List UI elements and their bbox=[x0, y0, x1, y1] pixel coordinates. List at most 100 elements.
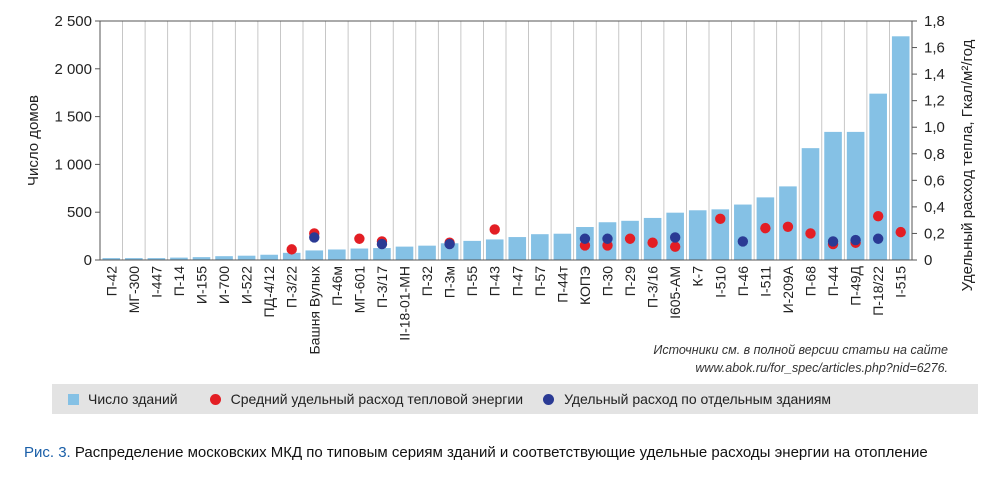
bar bbox=[711, 209, 730, 260]
x-tick-label: П-44т bbox=[554, 265, 570, 302]
figure-number: Рис. 3. bbox=[24, 444, 71, 461]
x-tick-label: П-55 bbox=[464, 266, 480, 297]
bar bbox=[485, 239, 504, 260]
x-tick-label: П-32 bbox=[419, 266, 435, 297]
individual-dot bbox=[309, 232, 320, 243]
individual-dot bbox=[579, 233, 591, 244]
x-tick-label: И-155 bbox=[194, 266, 210, 304]
bar bbox=[282, 252, 301, 260]
legend-item-avg: Средний удельный расход тепловой энергии bbox=[209, 391, 524, 407]
bar bbox=[215, 256, 233, 260]
bar bbox=[891, 36, 910, 260]
y2-tick-label: 1,8 bbox=[924, 13, 945, 30]
bar bbox=[846, 131, 865, 260]
individual-dot bbox=[669, 232, 681, 243]
x-tick-label: П-18/22 bbox=[870, 266, 886, 316]
bar bbox=[395, 246, 414, 260]
chart-legend: Число зданий Средний удельный расход теп… bbox=[52, 384, 978, 414]
individual-dot bbox=[444, 238, 455, 250]
y2-tick-label: 0,8 bbox=[924, 146, 945, 163]
x-tick-label: П-49Д bbox=[848, 265, 864, 305]
bar bbox=[440, 243, 459, 260]
x-tick-label: ПД-4/12 bbox=[261, 266, 277, 318]
legend-bars-label: Число зданий bbox=[88, 391, 178, 407]
bar bbox=[801, 148, 820, 260]
source-note: Источники см. в полной версии статьи на … bbox=[653, 341, 948, 377]
bar bbox=[373, 248, 391, 260]
bar bbox=[418, 245, 436, 260]
x-tick-label: П-3/17 bbox=[374, 266, 390, 308]
x-tick-label: П-30 bbox=[600, 266, 616, 297]
avg-dot bbox=[872, 210, 884, 222]
x-tick-label: I-511 bbox=[757, 266, 773, 297]
x-tick-label: КОПЭ bbox=[577, 266, 593, 305]
legend-avg-dot bbox=[209, 393, 221, 405]
avg-dot bbox=[782, 221, 794, 233]
individual-dot bbox=[737, 236, 749, 247]
x-tick-label: I-447 bbox=[148, 266, 164, 298]
x-tick-label: П-46 bbox=[735, 266, 751, 297]
y2-tick-label: 1,6 bbox=[924, 40, 945, 57]
legend-avg-label: Средний удельный расход тепловой энергии bbox=[230, 391, 524, 407]
x-tick-label: II-18-01-МН bbox=[397, 266, 413, 341]
figure-caption: Рис. 3. Распределение московских МКД по … bbox=[24, 443, 984, 463]
y2-tick-label: 1,2 bbox=[924, 93, 945, 110]
x-tick-label: I-515 bbox=[893, 266, 909, 298]
legend-individual-label: Удельный расход по отдельным зданиям bbox=[564, 391, 832, 407]
avg-dot bbox=[715, 213, 726, 225]
x-tick-label: П-57 bbox=[532, 266, 548, 297]
x-tick-label: И-522 bbox=[239, 266, 255, 304]
x-tick-label: П-42 bbox=[103, 266, 119, 297]
bar bbox=[688, 210, 707, 260]
avg-dot bbox=[805, 228, 816, 239]
bar bbox=[305, 250, 324, 260]
avg-dot bbox=[647, 237, 658, 248]
x-tick-label: П-47 bbox=[509, 266, 525, 297]
avg-dot bbox=[669, 241, 681, 252]
x-tick-label: К-7 bbox=[690, 266, 706, 287]
bar bbox=[125, 258, 143, 260]
bar bbox=[260, 254, 278, 260]
individual-dot bbox=[872, 233, 884, 244]
y-tick-label: 1 000 bbox=[54, 156, 92, 173]
x-tick-label: Башня Вулых bbox=[306, 266, 322, 355]
x-tick-label: П-3м bbox=[442, 266, 458, 298]
y2-tick-label: 0,4 bbox=[924, 199, 945, 216]
avg-dot bbox=[760, 222, 771, 234]
x-tick-label: П-29 bbox=[622, 266, 638, 297]
legend-bar-swatch bbox=[68, 393, 79, 405]
individual-dot bbox=[602, 233, 613, 244]
x-tick-label: МГ-300 bbox=[126, 266, 142, 313]
legend-item-individual: Удельный расход по отдельным зданиям bbox=[543, 391, 831, 407]
y2-tick-label: 1,4 bbox=[924, 66, 945, 83]
y2-tick-label: 1,0 bbox=[924, 119, 945, 136]
bar bbox=[553, 233, 572, 260]
x-tick-label: П-43 bbox=[487, 266, 503, 297]
bar bbox=[350, 248, 369, 260]
x-tick-label: П-3/22 bbox=[284, 266, 300, 308]
figure-caption-text: Распределение московских МКД по типовым … bbox=[74, 444, 928, 461]
bar bbox=[192, 257, 211, 260]
x-tick-label: И-700 bbox=[216, 266, 232, 304]
source-line-2: www.abok.ru/for_spec/articles.php?nid=62… bbox=[695, 361, 948, 375]
bar bbox=[237, 255, 256, 260]
avg-dot bbox=[489, 224, 500, 235]
avg-dot bbox=[624, 233, 636, 244]
avg-dot bbox=[354, 233, 365, 244]
y-tick-label: 1 500 bbox=[54, 109, 92, 126]
bar bbox=[463, 240, 481, 260]
y2-tick-label: 0 bbox=[924, 252, 932, 269]
bar bbox=[328, 249, 346, 260]
y-axis-title: Число домов bbox=[25, 95, 42, 186]
individual-dot bbox=[376, 238, 388, 250]
legend-item-bars: Число зданий bbox=[68, 391, 178, 407]
bar bbox=[170, 257, 188, 260]
y-tick-label: 2 500 bbox=[54, 13, 92, 30]
y-tick-label: 2 000 bbox=[54, 61, 92, 78]
x-tick-label: И-209А bbox=[780, 265, 796, 313]
legend-individual-dot bbox=[543, 393, 555, 405]
y-tick-label: 0 bbox=[84, 252, 92, 269]
x-tick-label: I605-АМ bbox=[667, 266, 683, 319]
y2-tick-label: 0,6 bbox=[924, 172, 945, 189]
x-tick-label: П-14 bbox=[171, 266, 187, 297]
